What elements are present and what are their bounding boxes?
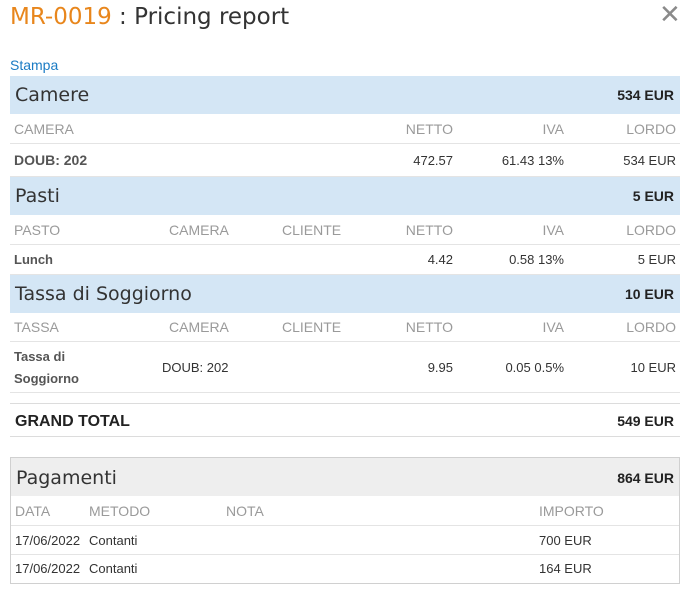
section-tassa-header: Tassa di Soggiorno 10 EUR (10, 275, 680, 313)
col-netto: NETTO (405, 319, 453, 335)
table-row: Tassa di Soggiorno DOUB: 202 9.95 0.05 0… (10, 342, 680, 393)
col-netto: NETTO (405, 121, 453, 137)
table-header-row: PASTO CAMERA CLIENTE NETTO IVA LORDO (10, 215, 680, 245)
col-cliente: CLIENTE (282, 222, 342, 238)
col-tassa: TASSA (14, 319, 59, 335)
table-row: Lunch 4.42 0.58 13% 5 EUR (10, 245, 680, 275)
lordo-value: 10 EUR (630, 360, 676, 375)
col-nota: NOTA (226, 503, 264, 519)
title-text: Pricing report (134, 4, 290, 30)
tax-name-line1: Tassa di (14, 349, 66, 364)
iva-value: 0.05 0.5% (505, 360, 564, 375)
netto-value: 9.95 (427, 360, 453, 375)
col-iva: IVA (542, 222, 564, 238)
payment-amount: 164 EUR (539, 561, 592, 576)
col-netto: NETTO (405, 222, 453, 238)
table-header-row: DATA METODO NOTA IMPORTO (11, 496, 679, 526)
col-lordo: LORDO (626, 319, 676, 335)
lordo-value: 534 EUR (623, 153, 676, 168)
payment-date: 17/06/2022 (15, 561, 81, 576)
col-pasto: PASTO (14, 222, 61, 238)
page-title: MR-0019 : Pricing report (10, 4, 289, 30)
print-link[interactable]: Stampa (10, 57, 59, 73)
section-total: 864 EUR (617, 470, 674, 486)
lordo-value: 5 EUR (637, 252, 676, 267)
netto-value: 4.42 (427, 252, 453, 267)
section-title: Tassa di Soggiorno (15, 283, 192, 305)
tax-name-line2: Soggiorno (14, 371, 79, 386)
col-cliente: CLIENTE (282, 319, 342, 335)
reservation-code: MR-0019 (10, 4, 112, 30)
title-separator: : (111, 4, 135, 30)
grand-total-label: GRAND TOTAL (15, 413, 130, 430)
col-metodo: METODO (89, 503, 151, 519)
grand-total-value: 549 EUR (617, 413, 674, 429)
col-camera: CAMERA (169, 319, 229, 335)
col-iva: IVA (542, 121, 564, 137)
close-icon[interactable]: ✕ (659, 0, 681, 30)
section-title: Camere (15, 84, 90, 106)
netto-value: 472.57 (413, 153, 453, 168)
section-total: 10 EUR (624, 286, 674, 302)
col-lordo: LORDO (626, 121, 676, 137)
meal-name: Lunch (14, 252, 53, 267)
table-row: 17/06/2022 Contanti 700 EUR (11, 526, 679, 555)
payments-panel: Pagamenti 864 EUR DATA METODO NOTA IMPOR… (10, 457, 680, 584)
table-header-row: CAMERA NETTO IVA LORDO (10, 114, 680, 144)
iva-value: 0.58 13% (509, 252, 564, 267)
iva-value: 61.43 13% (501, 153, 564, 168)
section-camere-header: Camere 534 EUR (10, 76, 680, 114)
section-pasti-header: Pasti 5 EUR (10, 177, 680, 215)
payment-method: Contanti (89, 533, 138, 548)
col-camera: CAMERA (169, 222, 229, 238)
section-total: 5 EUR (632, 188, 674, 204)
room-name: DOUB: 202 (162, 360, 229, 375)
section-title: Pagamenti (16, 467, 117, 489)
section-title: Pasti (15, 185, 60, 207)
table-header-row: TASSA CAMERA CLIENTE NETTO IVA LORDO (10, 313, 680, 342)
section-total: 534 EUR (617, 87, 674, 103)
payment-method: Contanti (89, 561, 138, 576)
col-lordo: LORDO (626, 222, 676, 238)
grand-total-row: GRAND TOTAL 549 EUR (10, 403, 680, 437)
payment-date: 17/06/2022 (15, 533, 81, 548)
col-camera: CAMERA (14, 121, 74, 137)
payment-amount: 700 EUR (539, 533, 592, 548)
table-row: DOUB: 202 472.57 61.43 13% 534 EUR (10, 144, 680, 177)
col-importo: IMPORTO (539, 503, 604, 519)
table-row: 17/06/2022 Contanti 164 EUR (11, 555, 679, 583)
section-pagamenti-header: Pagamenti 864 EUR (11, 458, 679, 496)
col-data: DATA (15, 503, 51, 519)
room-name: DOUB: 202 (14, 152, 88, 168)
col-iva: IVA (542, 319, 564, 335)
